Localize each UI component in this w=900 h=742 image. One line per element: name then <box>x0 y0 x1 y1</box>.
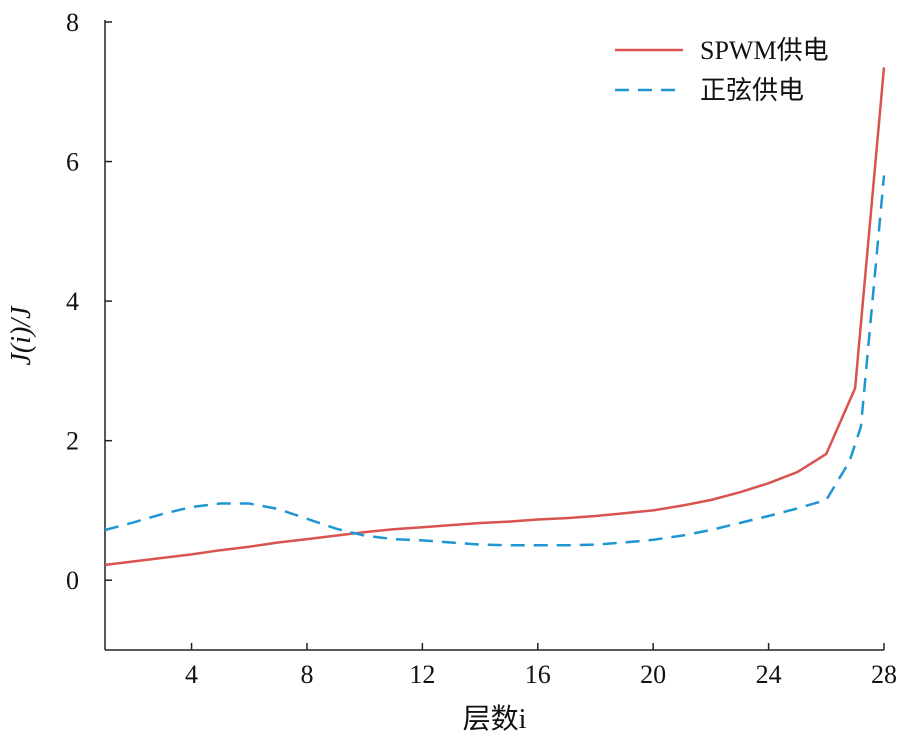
legend-label-sine: 正弦供电 <box>700 76 804 105</box>
y-axis-label: J(i)/J <box>6 305 37 366</box>
series-lines <box>104 67 886 567</box>
y-tick-label: 6 <box>66 148 79 177</box>
x-tick-label: 16 <box>525 660 551 689</box>
x-tick-label: 4 <box>185 660 198 689</box>
tick-marks <box>105 21 885 650</box>
legend-label-spwm: SPWM供电 <box>700 36 829 65</box>
x-tick-label: 24 <box>756 660 782 689</box>
series-line-spwm <box>104 67 886 567</box>
x-tick-label: 20 <box>640 660 666 689</box>
x-tick-label: 12 <box>409 660 435 689</box>
y-tick-label: 0 <box>66 566 79 595</box>
series-line-sine <box>104 175 886 547</box>
axes <box>104 20 884 651</box>
x-tick-label: 28 <box>871 660 897 689</box>
y-tick-label: 4 <box>66 287 79 316</box>
y-tick-label: 2 <box>66 427 79 456</box>
legend: SPWM供电 正弦供电 <box>615 36 829 105</box>
y-tick-label: 8 <box>66 8 79 37</box>
x-tick-label: 8 <box>300 660 313 689</box>
x-axis-label: 层数i <box>463 703 527 735</box>
